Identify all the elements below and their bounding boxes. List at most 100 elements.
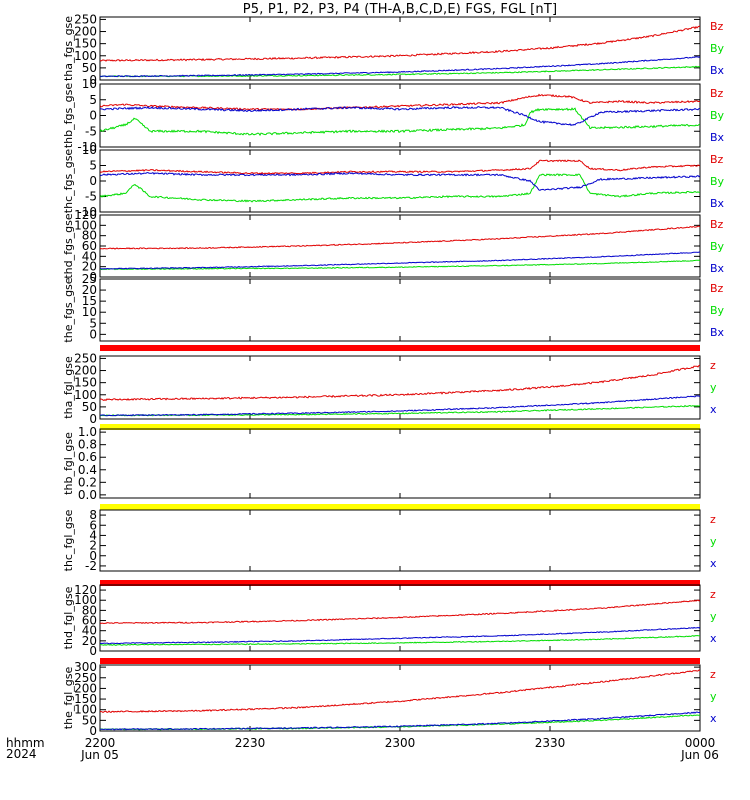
y-tick-label: 250: [74, 351, 97, 365]
y-tick-label: 60: [82, 239, 97, 253]
y-tick-label: 250: [74, 671, 97, 685]
x-date-label: Jun 05: [80, 748, 119, 762]
y-axis-label: tha_fgl_gse: [62, 356, 75, 419]
x-tick-label: 2230: [235, 736, 266, 750]
x-row-label: 2024: [6, 747, 37, 761]
availability-bar: [100, 345, 700, 351]
series-line-Bz: [100, 159, 700, 175]
series-line-y: [100, 634, 700, 646]
y-tick-label: 200: [74, 364, 97, 378]
legend-entry: x: [710, 403, 717, 416]
y-axis-label: thd_fgs_gse: [62, 213, 75, 279]
legend-entry: By: [710, 304, 725, 317]
y-tick-label: 0: [89, 644, 97, 658]
legend-entry: By: [710, 175, 725, 188]
panel-frame: [99, 278, 701, 342]
series-line-Bx: [100, 106, 700, 127]
y-tick-label: 0: [89, 174, 97, 188]
series-line-Bx: [100, 171, 700, 191]
y-tick-label: 0: [89, 270, 97, 284]
y-tick-label: 0: [89, 724, 97, 738]
x-tick-label: 2330: [535, 736, 566, 750]
x-tick-label: 2200: [85, 736, 116, 750]
y-tick-label: 8: [89, 508, 97, 522]
x-row-label: hhmm: [6, 736, 45, 750]
legend-entry: x: [710, 712, 717, 725]
series-line-Bz: [100, 225, 700, 250]
y-tick-label: 50: [82, 400, 97, 414]
series-line-x: [100, 626, 700, 645]
y-tick-label: 5: [89, 159, 97, 173]
y-tick-label: 120: [74, 583, 97, 597]
y-axis-label: tha_fgs_gse: [62, 16, 75, 81]
y-tick-label: 10: [82, 305, 97, 319]
y-tick-label: 80: [82, 603, 97, 617]
panel-frame: [99, 149, 701, 213]
legend-entry: x: [710, 557, 717, 570]
y-axis-label: thc_fgs_gse: [62, 149, 75, 214]
legend-entry: Bz: [710, 282, 724, 295]
y-tick-label: -10: [77, 140, 97, 154]
y-axis-label: thb_fgs_gse: [62, 83, 75, 149]
series-line-By: [100, 173, 700, 203]
y-tick-label: 5: [89, 316, 97, 330]
y-tick-label: 1.0: [78, 425, 97, 439]
y-tick-label: 50: [82, 61, 97, 75]
legend-entry: Bx: [710, 262, 725, 275]
legend-entry: Bz: [710, 153, 724, 166]
y-tick-label: 5: [89, 93, 97, 107]
legend-entry: Bz: [710, 20, 724, 33]
series-line-z: [100, 669, 700, 713]
y-tick-label: -5: [85, 124, 97, 138]
y-tick-label: 200: [74, 681, 97, 695]
y-tick-label: 150: [74, 376, 97, 390]
series-line-Bz: [100, 25, 700, 62]
chart-title: P5, P1, P2, P3, P4 (TH-A,B,C,D,E) FGS, F…: [242, 2, 558, 17]
y-tick-label: 120: [74, 208, 97, 222]
y-tick-label: 100: [74, 49, 97, 63]
panel-frame: [99, 355, 701, 420]
panel-frame: [99, 16, 701, 81]
y-tick-label: 0: [89, 327, 97, 341]
legend-entry: Bz: [710, 218, 724, 231]
availability-bar: [100, 424, 700, 430]
y-tick-label: 15: [82, 294, 97, 308]
y-tick-label: 200: [74, 25, 97, 39]
legend-entry: x: [710, 632, 717, 645]
y-tick-label: 0.4: [78, 463, 97, 477]
y-tick-label: 2: [89, 539, 97, 553]
y-axis-label: thd_fgl_gse: [62, 586, 75, 649]
y-axis-label: the_fgs_gse: [62, 277, 75, 342]
y-tick-label: 20: [82, 260, 97, 274]
y-tick-label: 40: [82, 624, 97, 638]
legend-entry: By: [710, 109, 725, 122]
y-tick-label: -10: [77, 205, 97, 219]
y-tick-label: 6: [89, 518, 97, 532]
y-tick-label: -5: [85, 190, 97, 204]
series-line-Bx: [100, 56, 700, 78]
y-tick-label: 100: [74, 218, 97, 232]
y-tick-label: 250: [74, 12, 97, 26]
y-tick-label: 0: [89, 73, 97, 87]
panel-frame: [99, 83, 701, 148]
y-tick-label: 100: [74, 593, 97, 607]
y-tick-label: 300: [74, 660, 97, 674]
y-tick-label: 100: [74, 388, 97, 402]
series-line-x: [100, 395, 700, 417]
y-tick-label: 10: [82, 143, 97, 157]
legend-entry: y: [710, 610, 717, 623]
y-tick-label: 25: [82, 272, 97, 286]
series-line-z: [100, 364, 700, 402]
legend-entry: y: [710, 535, 717, 548]
legend-entry: y: [710, 381, 717, 394]
panel-frame: [99, 509, 701, 572]
y-tick-label: 0: [89, 109, 97, 123]
y-tick-label: 50: [82, 713, 97, 727]
